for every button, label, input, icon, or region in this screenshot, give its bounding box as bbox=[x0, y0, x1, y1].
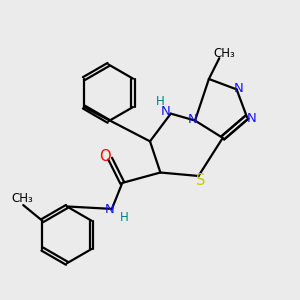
Text: N: N bbox=[247, 112, 256, 124]
Text: N: N bbox=[234, 82, 244, 95]
Text: N: N bbox=[188, 113, 197, 126]
Text: H: H bbox=[120, 211, 129, 224]
Text: CH₃: CH₃ bbox=[11, 192, 33, 205]
Text: S: S bbox=[196, 173, 206, 188]
Text: N: N bbox=[161, 105, 170, 118]
Text: O: O bbox=[99, 149, 111, 164]
Text: N: N bbox=[105, 203, 114, 216]
Text: H: H bbox=[156, 95, 165, 108]
Text: CH₃: CH₃ bbox=[213, 46, 235, 59]
